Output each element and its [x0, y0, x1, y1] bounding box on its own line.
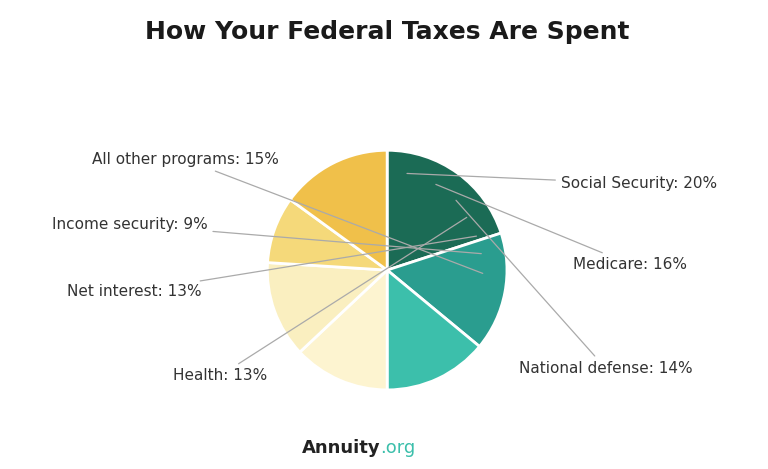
- Title: How Your Federal Taxes Are Spent: How Your Federal Taxes Are Spent: [145, 20, 630, 44]
- Wedge shape: [267, 263, 387, 352]
- Wedge shape: [387, 233, 507, 347]
- Wedge shape: [387, 150, 501, 270]
- Text: Health: 13%: Health: 13%: [173, 217, 467, 383]
- Text: Income security: 9%: Income security: 9%: [51, 217, 482, 254]
- Wedge shape: [290, 150, 387, 270]
- Text: National defense: 14%: National defense: 14%: [456, 200, 693, 376]
- Text: Annuity: Annuity: [302, 439, 380, 457]
- Text: Social Security: 20%: Social Security: 20%: [407, 174, 717, 191]
- Wedge shape: [267, 200, 387, 270]
- Text: All other programs: 15%: All other programs: 15%: [92, 152, 483, 273]
- Text: .org: .org: [380, 439, 415, 457]
- Wedge shape: [387, 270, 479, 390]
- Text: Medicare: 16%: Medicare: 16%: [436, 184, 687, 272]
- Wedge shape: [300, 270, 387, 390]
- Text: Net interest: 13%: Net interest: 13%: [67, 236, 476, 299]
